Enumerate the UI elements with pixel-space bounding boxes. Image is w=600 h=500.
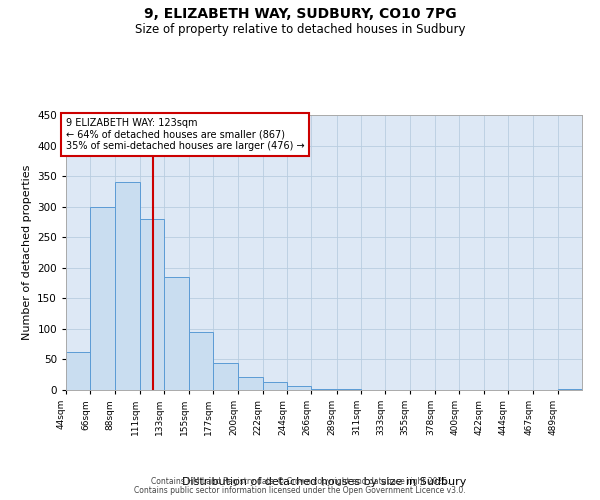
- Bar: [238, 376, 263, 390]
- Text: Contains public sector information licensed under the Open Government Licence v3: Contains public sector information licen…: [134, 486, 466, 495]
- Bar: [115, 182, 140, 390]
- Bar: [311, 389, 337, 390]
- Text: 9 ELIZABETH WAY: 123sqm
← 64% of detached houses are smaller (867)
35% of semi-d: 9 ELIZABETH WAY: 123sqm ← 64% of detache…: [66, 118, 305, 152]
- Bar: [263, 382, 287, 390]
- Text: Contains HM Land Registry data © Crown copyright and database right 2025.: Contains HM Land Registry data © Crown c…: [151, 477, 449, 486]
- Bar: [557, 389, 582, 390]
- Bar: [140, 219, 164, 390]
- Bar: [213, 362, 238, 390]
- X-axis label: Distribution of detached houses by size in Sudbury: Distribution of detached houses by size …: [182, 477, 466, 487]
- Y-axis label: Number of detached properties: Number of detached properties: [22, 165, 32, 340]
- Bar: [164, 277, 188, 390]
- Bar: [66, 352, 91, 390]
- Bar: [287, 386, 311, 390]
- Bar: [188, 332, 213, 390]
- Bar: [91, 206, 115, 390]
- Text: 9, ELIZABETH WAY, SUDBURY, CO10 7PG: 9, ELIZABETH WAY, SUDBURY, CO10 7PG: [143, 8, 457, 22]
- Text: Size of property relative to detached houses in Sudbury: Size of property relative to detached ho…: [135, 22, 465, 36]
